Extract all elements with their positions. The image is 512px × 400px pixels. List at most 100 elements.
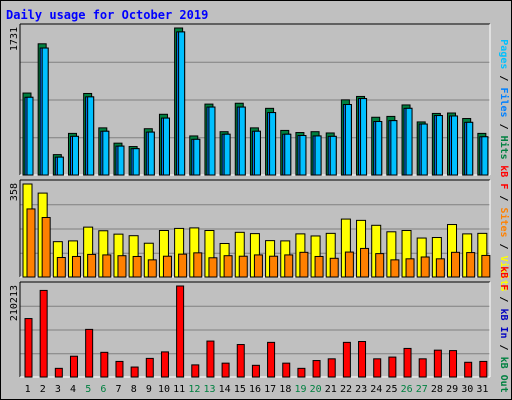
sites-bar [466, 252, 476, 278]
sites-bar [147, 259, 157, 278]
kbf-bar [312, 360, 321, 378]
x-tick-label: 7 [116, 384, 122, 395]
pages-bar [208, 106, 216, 176]
kbf-bar [24, 318, 33, 378]
sites-bar [193, 252, 203, 278]
x-tick-label: 9 [146, 384, 152, 395]
pages-bar [466, 121, 474, 176]
pages-bar [375, 120, 383, 176]
pages-bar [162, 117, 170, 176]
sites-bar [451, 251, 461, 278]
kbf-bar [449, 350, 458, 378]
x-tick-label: 21 [325, 384, 337, 395]
kbf-bar [236, 344, 245, 378]
kbf-bar [433, 349, 442, 378]
x-tick-label: 6 [100, 384, 106, 395]
legend-entry: kB Out [498, 357, 509, 393]
legend-separator: / [498, 69, 509, 87]
sites-bar [162, 255, 172, 278]
x-tick-label: 11 [173, 384, 185, 395]
pages-bar [405, 107, 413, 176]
legend-entry: kB In [498, 308, 509, 338]
kbf-bar [206, 340, 215, 378]
kbf-bar [358, 341, 367, 378]
pages-bar [390, 120, 398, 176]
legend-entry: kB F [498, 266, 509, 290]
pages-bar [117, 145, 125, 176]
x-tick-label: 8 [131, 384, 137, 395]
x-tick-label: 22 [340, 384, 352, 395]
kbf-bar [176, 285, 185, 378]
kbf-bar [160, 351, 169, 378]
x-tick-label: 31 [476, 384, 488, 395]
sites-bar [329, 257, 339, 278]
pages-bar [223, 133, 231, 176]
pages-bar [56, 156, 64, 176]
sites-bar [405, 258, 415, 278]
kbf-bar [267, 341, 276, 378]
sites-bar [117, 255, 127, 278]
x-tick-label: 14 [219, 384, 231, 395]
x-tick-label: 19 [294, 384, 306, 395]
pages-bar [71, 135, 79, 176]
sites-bar [208, 257, 218, 278]
sites-bar [223, 255, 233, 278]
pages-bar [314, 135, 322, 176]
legend-entry: Pages [498, 39, 509, 69]
x-tick-label: 30 [461, 384, 473, 395]
kbf-bar [327, 358, 336, 378]
sites-bar [314, 255, 324, 278]
kbf-bar [85, 328, 94, 378]
kbf-bar [115, 360, 124, 378]
kbf-bar [251, 364, 260, 378]
x-tick-label: 15 [234, 384, 246, 395]
kbf-bar [479, 360, 488, 378]
legend-separator: / [498, 290, 509, 308]
x-tick-label: 1 [25, 384, 31, 395]
pages-bar [284, 133, 292, 176]
x-tick-label: 4 [70, 384, 76, 395]
pages-bar [178, 31, 186, 176]
sites-bar [178, 253, 188, 278]
pages-bar [269, 112, 277, 176]
legend-entry: Visits [498, 256, 510, 292]
pages-bar [238, 106, 246, 176]
pages-bar [253, 130, 261, 176]
y-max-label: 358 [9, 183, 20, 201]
kbf-bar [342, 341, 351, 378]
sites-bar [284, 254, 294, 278]
pages-bar [344, 104, 352, 176]
legend-separator: / [498, 238, 509, 256]
sites-bar [390, 259, 400, 278]
hits-files-pages-panel: 1731 Pages / Files / Hits [9, 23, 510, 176]
legend-separator: / [498, 118, 509, 136]
kbf-bar [388, 356, 397, 378]
pages-bar [132, 148, 140, 176]
y-max-label: 210213 [9, 285, 20, 321]
kbf-bar [54, 367, 63, 378]
x-tick-label: 23 [355, 384, 367, 395]
x-tick-label: 12 [188, 384, 200, 395]
legend-entry: Files [498, 87, 510, 117]
kbf-bar [403, 347, 412, 378]
sites-bar [435, 258, 445, 278]
x-tick-label: 3 [55, 384, 61, 395]
x-tick-label: 16 [249, 384, 261, 395]
x-tick-label: 24 [370, 384, 382, 395]
sites-bar [132, 255, 142, 278]
pages-bar [193, 138, 201, 176]
pages-bar [87, 96, 95, 176]
sites-bar [26, 208, 36, 278]
kbf-bar [282, 362, 291, 378]
x-tick-label: 28 [431, 384, 443, 395]
sites-bar [87, 253, 97, 278]
x-tick-label: 13 [203, 384, 215, 395]
x-tick-label: 17 [264, 384, 276, 395]
legend-separator: / [498, 189, 509, 207]
sites-bar [481, 254, 491, 278]
sites-bar [71, 255, 81, 278]
kbf-bar [464, 361, 473, 378]
kbf-bar [373, 358, 382, 378]
legend-entry: Hits [498, 136, 510, 160]
